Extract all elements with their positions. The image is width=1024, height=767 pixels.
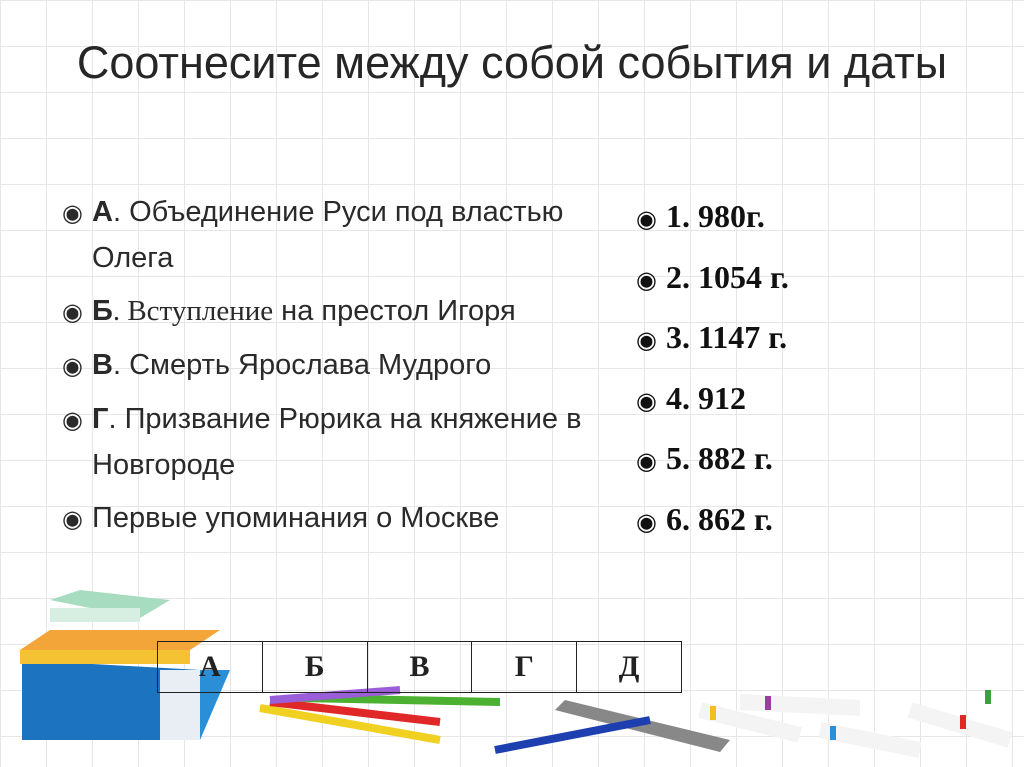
event-text: . Смерть Ярослава Мудрого — [112, 349, 492, 381]
markers-icon — [698, 690, 1013, 758]
event-text: Первые упоминания о Москве — [92, 502, 500, 534]
date-item: ◉ 2. 1054 г. — [636, 249, 789, 310]
answer-table: А Б В Г Д — [157, 641, 682, 693]
event-item: ◉ А. Объединение Руси под властью Олега — [62, 190, 632, 281]
circled-dot-icon: ◉ — [636, 266, 657, 294]
answer-cell-b[interactable]: Б — [261, 641, 368, 693]
ruler-icon — [494, 700, 730, 754]
date-number: 3. — [666, 319, 690, 355]
circled-dot-icon: ◉ — [636, 448, 657, 475]
answer-cell-a[interactable]: А — [157, 641, 263, 693]
date-value: 862 г. — [698, 500, 773, 537]
date-value: 1147 г. — [698, 319, 788, 355]
circled-dot-icon: ◉ — [62, 506, 83, 533]
date-value: 882 г. — [698, 440, 773, 476]
answer-cell-v[interactable]: В — [366, 641, 473, 693]
event-text: на престол Игоря — [273, 295, 516, 327]
date-item: ◉ 6. 862 г. — [636, 491, 789, 552]
event-letter: Г — [92, 403, 109, 435]
circled-dot-icon: ◉ — [62, 299, 83, 326]
event-letter: А — [92, 196, 113, 228]
date-value: 980г. — [698, 198, 765, 234]
event-item: ◉ Первые упоминания о Москве — [62, 496, 632, 542]
answer-cell-d[interactable]: Д — [576, 641, 682, 693]
date-value: 912 — [698, 379, 746, 416]
answer-cell-g[interactable]: Г — [471, 641, 578, 693]
event-item: ◉ Г. Призвание Рюрика на княжение в Новго… — [62, 397, 632, 488]
events-list: ◉ А. Объединение Руси под властью Олега ◉… — [62, 190, 632, 550]
date-number: 6. — [666, 500, 690, 537]
date-number: 5. — [666, 440, 690, 476]
circled-dot-icon: ◉ — [636, 327, 657, 354]
event-text: . Призвание Рюрика на княжение в Новгоро… — [92, 403, 582, 481]
circled-dot-icon: ◉ — [62, 353, 83, 380]
date-value: 1054 г. — [698, 258, 789, 295]
event-letter: В — [92, 349, 113, 381]
date-number: 2. — [666, 258, 690, 295]
event-text: . Вступление — [112, 295, 274, 327]
event-text: . Объединение Руси под властью Олега — [92, 196, 564, 274]
pencils-icon — [259, 686, 501, 744]
date-item: ◉ 5. 882 г. — [636, 430, 789, 491]
circled-dot-icon: ◉ — [636, 387, 657, 415]
circled-dot-icon: ◉ — [62, 200, 83, 227]
date-item: ◉ 1. 980г. — [636, 188, 789, 249]
date-item: ◉ 3. 1147 г. — [636, 309, 789, 370]
date-number: 4. — [666, 379, 690, 416]
event-letter: Б — [92, 295, 113, 327]
event-item: ◉ В. Смерть Ярослава Мудрого — [62, 343, 632, 389]
slide-title: Соотнесите между собой события и даты — [76, 37, 948, 88]
circled-dot-icon: ◉ — [636, 508, 657, 536]
answer-row: А Б В Г Д — [157, 641, 682, 693]
date-number: 1. — [666, 198, 690, 234]
circled-dot-icon: ◉ — [636, 206, 657, 233]
dates-list: ◉ 1. 980г. ◉ 2. 1054 г. ◉ 3. 1147 г. ◉ 4. 91… — [636, 188, 789, 551]
event-item: ◉ Б. Вступление на престол Игоря — [62, 289, 632, 335]
date-item: ◉ 4. 912 — [636, 370, 789, 431]
school-supplies-illustration — [20, 590, 1013, 758]
circled-dot-icon: ◉ — [62, 407, 83, 434]
